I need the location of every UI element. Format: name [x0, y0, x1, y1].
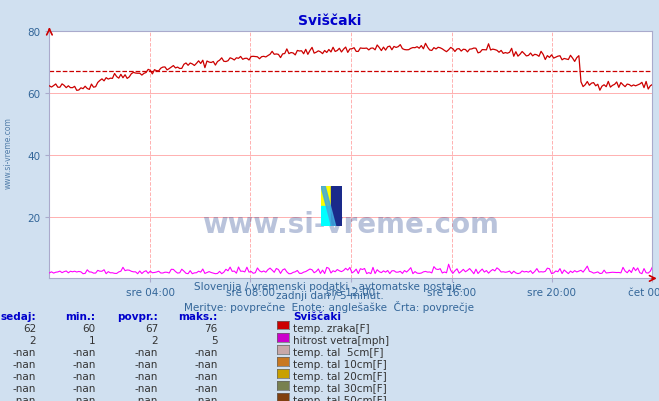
- Bar: [331, 186, 342, 227]
- Text: temp. tal 10cm[F]: temp. tal 10cm[F]: [293, 359, 387, 369]
- Text: sedaj:: sedaj:: [1, 311, 36, 321]
- Text: Slovenija / vremenski podatki - avtomatske postaje.: Slovenija / vremenski podatki - avtomats…: [194, 282, 465, 292]
- Text: -nan: -nan: [135, 347, 158, 357]
- Text: -nan: -nan: [13, 347, 36, 357]
- Text: -nan: -nan: [194, 383, 217, 393]
- Text: min.:: min.:: [65, 311, 96, 321]
- Text: -nan: -nan: [13, 371, 36, 381]
- Text: temp. tal 50cm[F]: temp. tal 50cm[F]: [293, 395, 387, 401]
- Text: temp. tal  5cm[F]: temp. tal 5cm[F]: [293, 347, 384, 357]
- Text: temp. tal 30cm[F]: temp. tal 30cm[F]: [293, 383, 387, 393]
- Text: -nan: -nan: [13, 383, 36, 393]
- Text: -nan: -nan: [72, 383, 96, 393]
- Text: -nan: -nan: [194, 359, 217, 369]
- Text: -nan: -nan: [194, 395, 217, 401]
- Text: -nan: -nan: [194, 371, 217, 381]
- Text: -nan: -nan: [13, 395, 36, 401]
- Text: 67: 67: [145, 323, 158, 333]
- Bar: [321, 207, 331, 227]
- Text: hitrost vetra[mph]: hitrost vetra[mph]: [293, 335, 389, 345]
- Text: -nan: -nan: [135, 371, 158, 381]
- Text: Sviščaki: Sviščaki: [298, 14, 361, 28]
- Text: -nan: -nan: [72, 371, 96, 381]
- Text: 5: 5: [211, 335, 217, 345]
- Text: temp. zraka[F]: temp. zraka[F]: [293, 323, 370, 333]
- Text: Meritve: povprečne  Enote: anglešaške  Črta: povprečje: Meritve: povprečne Enote: anglešaške Črt…: [185, 300, 474, 312]
- Text: Sviščaki: Sviščaki: [293, 311, 341, 321]
- Text: 60: 60: [82, 323, 96, 333]
- Text: temp. tal 20cm[F]: temp. tal 20cm[F]: [293, 371, 387, 381]
- Text: -nan: -nan: [72, 347, 96, 357]
- Text: 76: 76: [204, 323, 217, 333]
- Text: www.si-vreme.com: www.si-vreme.com: [3, 117, 13, 188]
- Text: 1: 1: [89, 335, 96, 345]
- Polygon shape: [321, 186, 335, 227]
- Text: 2: 2: [30, 335, 36, 345]
- Text: -nan: -nan: [72, 395, 96, 401]
- Text: -nan: -nan: [72, 359, 96, 369]
- Text: -nan: -nan: [13, 359, 36, 369]
- Text: -nan: -nan: [135, 383, 158, 393]
- Text: www.si-vreme.com: www.si-vreme.com: [202, 211, 500, 239]
- Text: maks.:: maks.:: [178, 311, 217, 321]
- Bar: [321, 186, 331, 207]
- Text: -nan: -nan: [135, 359, 158, 369]
- Text: -nan: -nan: [194, 347, 217, 357]
- Text: povpr.:: povpr.:: [117, 311, 158, 321]
- Text: 2: 2: [152, 335, 158, 345]
- Text: -nan: -nan: [135, 395, 158, 401]
- Text: 62: 62: [23, 323, 36, 333]
- Text: zadnji dan / 5 minut.: zadnji dan / 5 minut.: [275, 291, 384, 301]
